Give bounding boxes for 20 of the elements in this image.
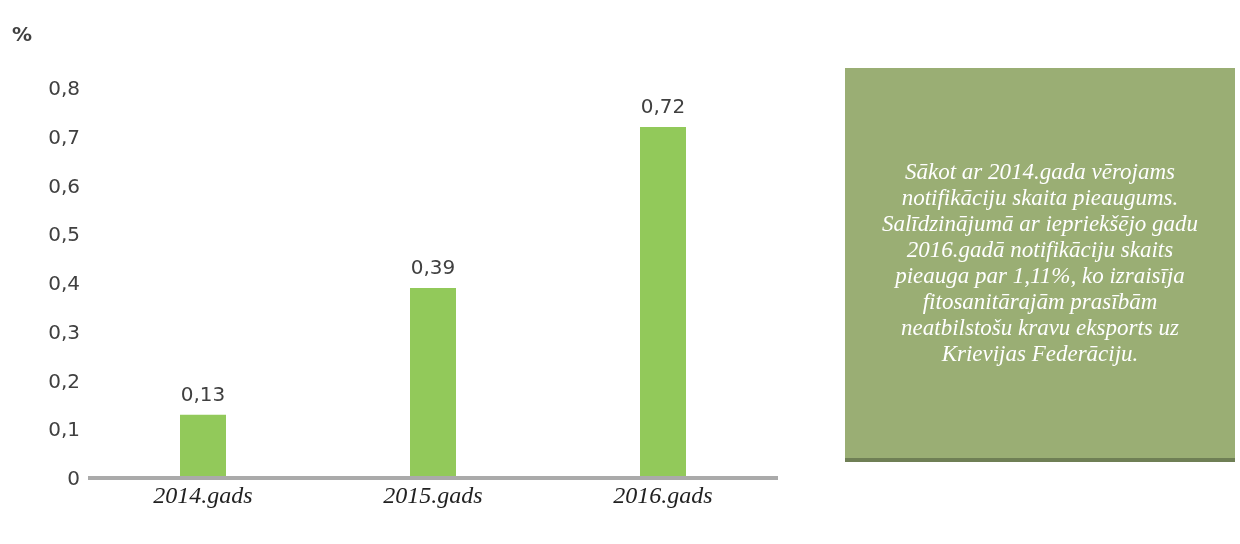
- y-tick-label: 0,3: [48, 319, 80, 344]
- data-label: 0,72: [640, 94, 686, 118]
- data-label: 0,13: [180, 381, 226, 406]
- y-tick-label: 0,8: [48, 76, 80, 101]
- x-tick-label: 2014.gads: [153, 482, 253, 509]
- x-tick-label: 2016.gads: [613, 482, 713, 509]
- bar: [640, 127, 686, 478]
- y-tick-label: 0,2: [48, 368, 80, 393]
- x-tick-label: 2015.gads: [383, 482, 483, 509]
- y-tick-label: 0,1: [48, 417, 80, 442]
- y-tick-label: 0: [67, 466, 80, 491]
- text: Sākot ar 2014.gada vērojams notifikāciju skaita pieaugums. Salīdzinājumā ar iepriekšējo gadu 2016.gadā notifikāciju skaits pieauga par 1,11%, ko izraisīja fitosanitārajām prasībām neatbilstošu kravu eksports uz Krievijas Federāciju.: [880, 159, 1200, 367]
- y-tick-label: 0,5: [48, 222, 80, 247]
- y-tick-label: 0,4: [48, 271, 80, 296]
- y-tick-label: 0,7: [48, 124, 80, 149]
- data-label: 0,39: [410, 254, 456, 279]
- y-tick-label: 0,6: [48, 173, 80, 198]
- y-axis-title: %: [12, 22, 33, 46]
- bar: [180, 414, 226, 478]
- bar: [410, 287, 456, 478]
